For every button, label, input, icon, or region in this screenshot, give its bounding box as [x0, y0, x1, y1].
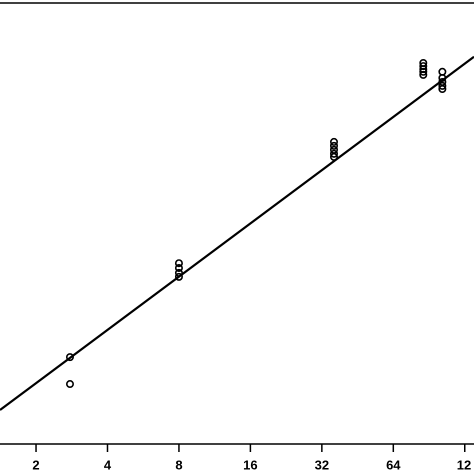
x-tick-label: 8 — [175, 457, 182, 472]
point — [438, 81, 447, 90]
point — [174, 259, 183, 268]
x-tick-label: 32 — [315, 457, 329, 472]
point — [174, 268, 183, 277]
x-tick-label: 2 — [32, 457, 39, 472]
x-tick-label: 4 — [104, 457, 112, 472]
point — [419, 70, 428, 79]
point — [174, 272, 183, 281]
point — [419, 67, 428, 76]
x-tick-label: 12 — [457, 457, 471, 472]
point — [174, 264, 183, 273]
point — [329, 152, 338, 161]
x-tick-label: 64 — [386, 457, 401, 472]
point — [329, 149, 338, 158]
point — [329, 141, 338, 150]
point — [65, 380, 74, 389]
point — [65, 353, 74, 362]
x-tick-label: 16 — [243, 457, 257, 472]
point — [329, 137, 338, 146]
fit-line — [0, 55, 474, 411]
point — [438, 84, 447, 93]
point — [438, 73, 447, 82]
